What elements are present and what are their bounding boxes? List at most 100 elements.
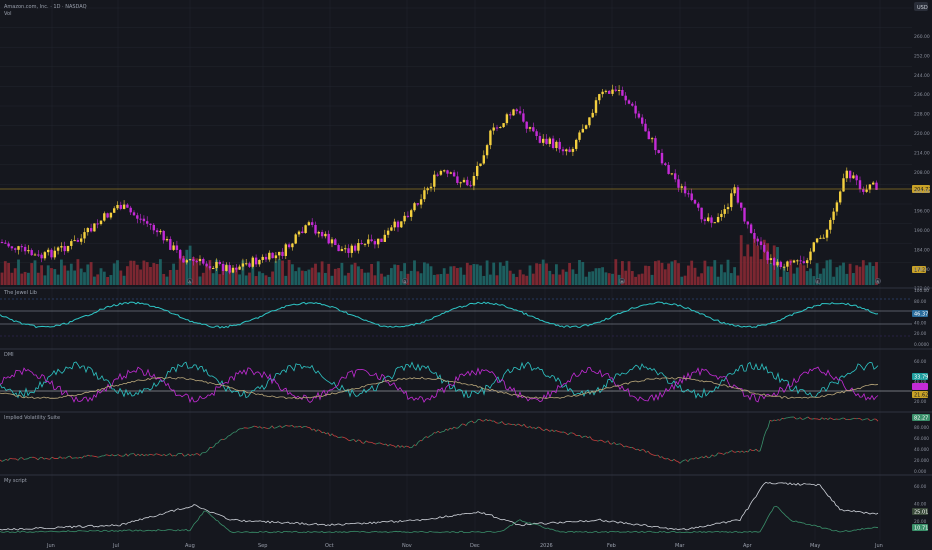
volume-bar [630,271,634,285]
iv-segment [299,425,303,428]
candle-body [324,233,327,237]
volume-bar [201,272,205,285]
candle-body [647,131,650,140]
candle-body [23,246,27,252]
iv-segment [415,442,419,446]
event-marker[interactable] [402,278,408,284]
volume-bar [690,260,694,285]
candle-body [367,239,370,244]
iv-segment [343,437,347,439]
iv-segment [647,450,651,454]
pane2-tag-2 [912,383,928,390]
iv-segment [289,424,293,427]
volume-bar [79,268,83,285]
candle-body [650,138,654,140]
volume-bar [792,273,796,285]
event-marker[interactable] [187,278,193,284]
candle-body [311,222,314,225]
last-price-text: 204.72 [914,187,932,193]
iv-segment [513,424,517,426]
candle-body [416,203,419,205]
volume-bar [380,273,383,285]
volume-bar [703,260,707,285]
volume-bar [525,275,529,285]
candle-body [773,258,776,266]
iv-segment [223,438,227,440]
iv-segment [297,425,301,428]
candle-body [7,243,10,247]
event-marker[interactable] [815,278,821,284]
volume-bar [769,263,773,285]
iv-segment [193,453,197,456]
iv-segment [59,456,63,459]
iv-segment [95,456,99,458]
candle-body [73,240,76,242]
price-candles [0,84,878,275]
candle-body [489,130,492,146]
volume-bar [624,270,628,285]
candle-body [819,237,822,239]
volume-bar [93,276,96,285]
pane3-iv-segments [0,416,879,464]
candle-body [683,186,687,194]
pane-axis-label: 20.00 [914,519,927,525]
pane-axis-label: 60.00 [914,484,927,490]
iv-segment [43,457,47,460]
time-label: 2026 [540,543,553,549]
event-marker[interactable] [875,278,881,284]
iv-segment [657,454,661,458]
candle-body [188,259,192,261]
iv-segment [765,427,769,432]
volume-bar [871,266,875,285]
event-marker[interactable] [619,278,625,284]
candle-body [380,238,383,242]
iv-segment [677,461,681,464]
volume-bar [267,276,271,285]
candle-body [96,223,99,225]
iv-segment [327,432,331,437]
iv-segment [143,454,147,457]
volume-bar [215,259,218,285]
candle-body [165,239,169,241]
iv-segment [429,434,433,437]
time-label: May [810,543,820,549]
iv-segment [867,418,871,421]
iv-segment [739,450,743,453]
iv-segment [1,460,5,462]
volume-bar [436,274,439,285]
iv-segment [567,432,571,436]
volume-bar [498,262,502,285]
volume-bar [654,261,657,285]
time-label: Jul [112,543,119,549]
candle-body [261,256,264,260]
candle-body [664,163,667,166]
time-axis[interactable]: Jun Jul Aug Sep Oct Nov Dec 2026 Feb Mar Apr May Jun [46,543,883,549]
volume-bar [469,265,472,285]
iv-segment [699,456,703,458]
candle-body [192,259,195,262]
volume-bar [607,273,611,285]
candle-body [248,263,251,267]
iv-segment [167,453,171,456]
volume-bar [571,269,575,285]
candle-body [258,259,261,265]
iv-segment [825,417,829,420]
candle-body [350,245,353,253]
iv-segment [571,432,575,434]
candle-body [604,90,608,92]
volume-bar [528,265,532,285]
iv-segment [365,440,369,443]
iv-segment [393,445,397,448]
iv-segment [141,453,145,457]
price-axis[interactable]: 260.00 252.00 244.00 236.00 228.00 220.00 214.… [914,34,930,292]
candle-body [855,175,858,181]
candle-body [848,170,852,179]
volume-bar [13,268,17,285]
iv-segment [125,453,129,457]
currency-button[interactable] [914,2,928,11]
candle-body [703,219,707,222]
candle-body [4,242,7,244]
iv-segment [123,453,127,457]
iv-segment [187,453,191,457]
